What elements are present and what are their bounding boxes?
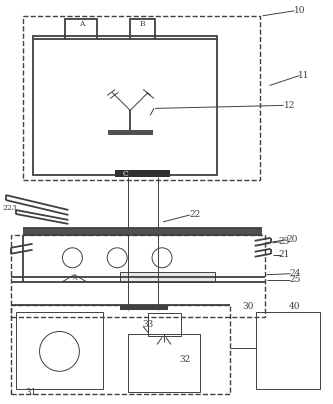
- Text: 10: 10: [294, 6, 305, 15]
- Bar: [130, 19, 155, 39]
- Text: C: C: [122, 170, 128, 178]
- Bar: [148, 313, 181, 337]
- Text: 21: 21: [279, 250, 290, 259]
- Text: 24: 24: [290, 269, 301, 278]
- Bar: [11, 235, 265, 316]
- Text: 33: 33: [143, 320, 154, 329]
- Bar: [16, 311, 103, 389]
- Text: A: A: [72, 276, 77, 281]
- Bar: [33, 36, 217, 175]
- Bar: [23, 16, 260, 180]
- Text: 25: 25: [290, 275, 301, 284]
- Bar: [120, 305, 168, 309]
- Text: 23: 23: [279, 237, 290, 246]
- Bar: [128, 335, 200, 392]
- Text: 22: 22: [189, 210, 200, 219]
- Bar: [115, 170, 170, 177]
- Bar: [11, 305, 230, 394]
- Text: 12: 12: [284, 101, 295, 110]
- Text: B: B: [139, 20, 145, 28]
- Text: 20: 20: [287, 236, 298, 244]
- Text: A: A: [79, 20, 84, 28]
- Text: 40: 40: [289, 302, 300, 311]
- Text: 32: 32: [179, 355, 190, 364]
- Text: 223: 223: [3, 204, 17, 212]
- Bar: [23, 228, 262, 235]
- Text: 30: 30: [242, 302, 253, 311]
- Bar: [256, 311, 320, 389]
- Bar: [65, 19, 97, 39]
- Bar: [108, 130, 153, 135]
- Bar: [120, 272, 215, 282]
- Text: 11: 11: [298, 71, 309, 80]
- Text: 31: 31: [25, 388, 36, 397]
